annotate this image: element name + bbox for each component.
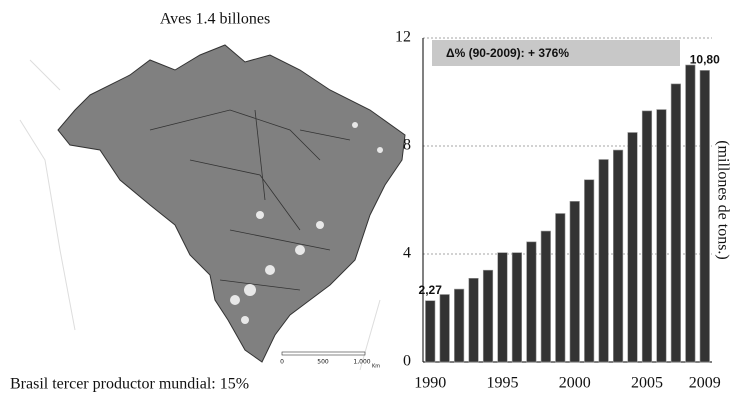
brazil-map: [57, 44, 406, 363]
bar: [584, 179, 595, 363]
value-label: 10,80: [690, 53, 720, 67]
bar: [439, 294, 450, 363]
y-axis-label: (millones de tons.): [714, 140, 731, 260]
value-label: 2,27: [419, 283, 443, 297]
bar: [569, 201, 580, 363]
x-tick-label: 1990: [414, 375, 446, 392]
annotation-box: [432, 40, 680, 66]
bar: [699, 70, 710, 363]
map: Aves 1.4 billones Brasil tercer producto…: [10, 11, 406, 393]
y-tick-label: 4: [403, 245, 411, 262]
bar: [555, 213, 566, 363]
y-tick-label: 12: [395, 29, 411, 46]
bar: [511, 252, 522, 363]
x-tick-label: 2009: [689, 375, 721, 392]
bar: [425, 300, 436, 363]
bar: [468, 277, 479, 363]
scale-label: 0: [280, 359, 284, 366]
y-tick-label: 8: [403, 137, 411, 154]
bar: [526, 241, 537, 363]
bar: [641, 110, 653, 363]
bar: [497, 252, 508, 363]
bar: [454, 288, 465, 363]
map-title: Aves 1.4 billones: [160, 11, 270, 28]
scale-label: 500: [317, 359, 329, 366]
farm-areas: [230, 122, 383, 324]
bar: [598, 159, 609, 363]
annotation: Δ% (90-2009): + 376%: [446, 46, 569, 60]
scale-unit: Km: [372, 364, 380, 370]
bar: [540, 230, 551, 363]
bar: [685, 64, 696, 363]
neighbor-border: [19, 59, 381, 371]
state-border: [149, 109, 351, 291]
bar: [613, 149, 624, 363]
scale-label: 1,000: [353, 359, 370, 366]
bar: [656, 109, 667, 363]
y-tick-label: 0: [403, 353, 411, 370]
scale-bar: [281, 351, 366, 356]
bar: [627, 132, 638, 363]
x-tick-label: 2005: [631, 375, 663, 392]
x-tick-label: 2000: [559, 375, 591, 392]
map-caption: Brasil tercer productor mundial: 15%: [10, 376, 249, 393]
x-tick-label: 1995: [486, 375, 518, 392]
bar: [482, 269, 494, 363]
bar: [670, 83, 681, 363]
